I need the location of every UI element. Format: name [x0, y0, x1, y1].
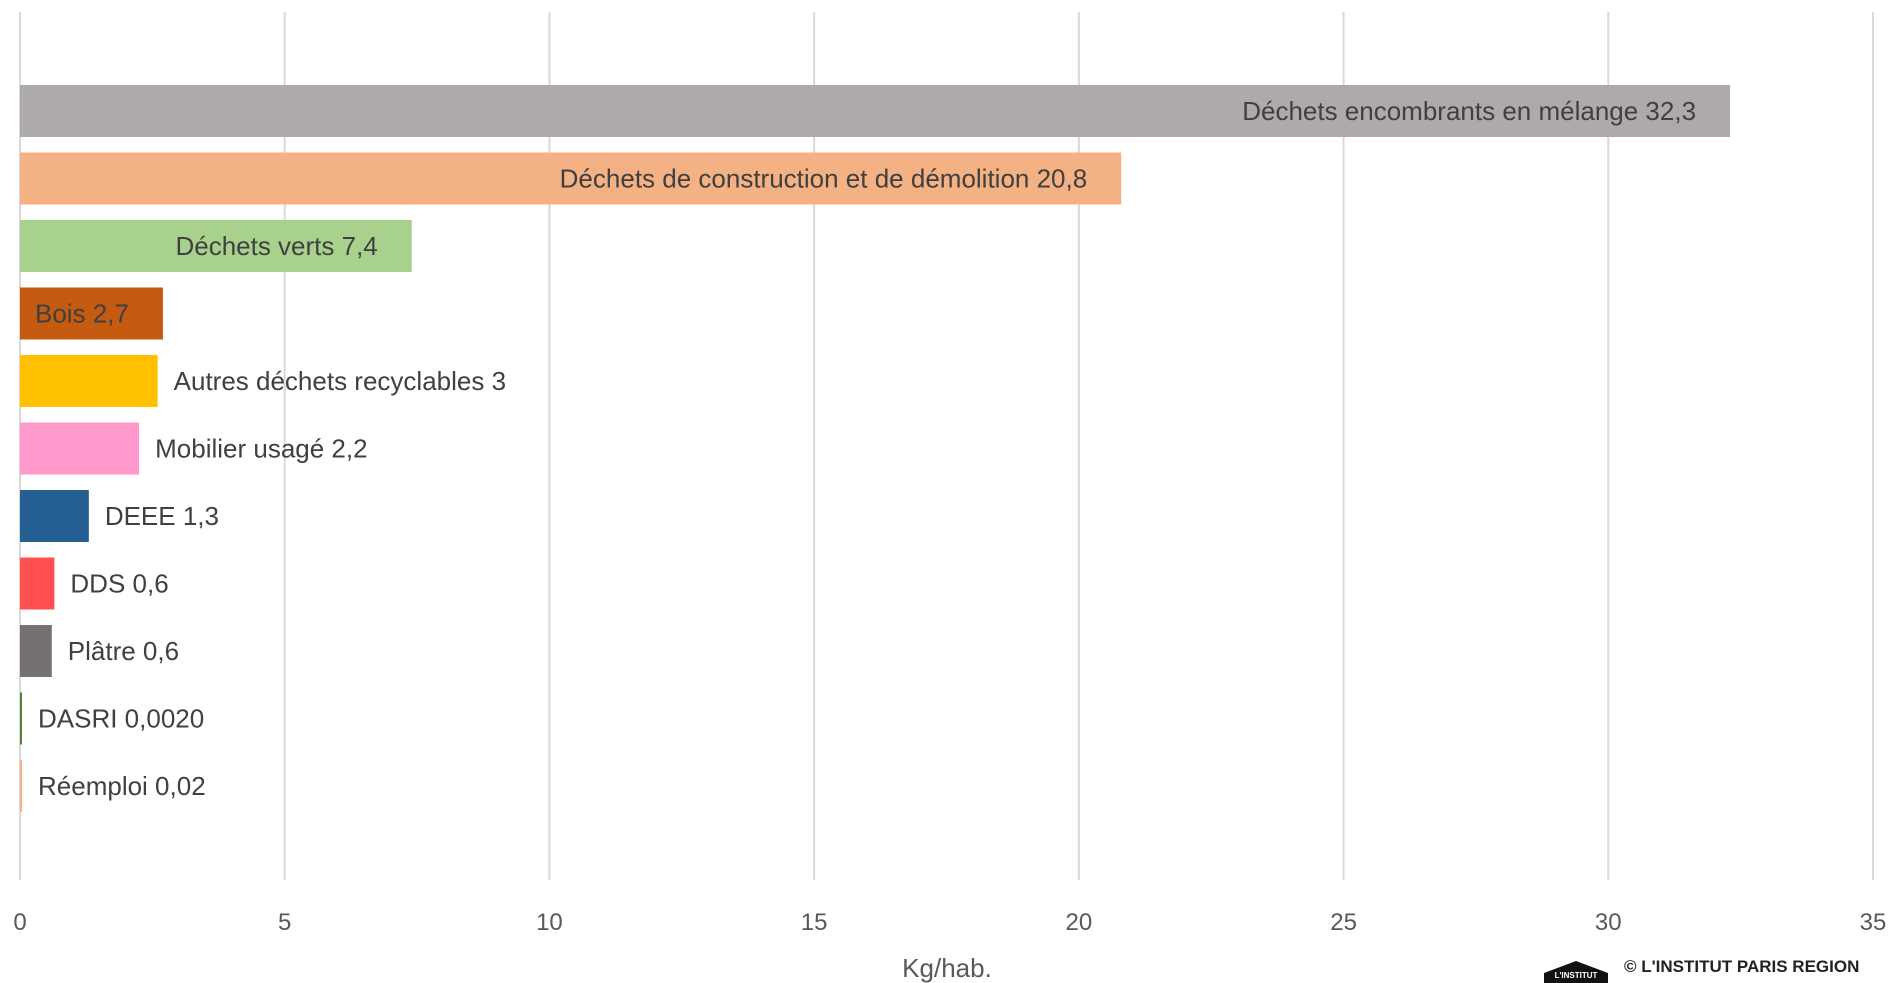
x-tick-label: 5	[278, 909, 291, 936]
bar	[20, 760, 22, 812]
credit: L'INSTITUT © L'INSTITUT PARIS REGION	[1540, 955, 1890, 983]
bar	[20, 85, 1731, 137]
bar	[20, 355, 158, 407]
bar-label: Réemploi 0,02	[38, 771, 206, 801]
x-axis-title: Kg/hab.	[902, 953, 992, 983]
x-tick-labels: 0 5 10 15 20 25 30 35	[13, 909, 1886, 936]
bar-label: Bois 2,7	[35, 299, 129, 329]
bar-label: DDS 0,6	[70, 569, 168, 599]
bar	[20, 625, 52, 677]
bar	[20, 422, 140, 475]
x-tick-label: 0	[13, 909, 26, 936]
x-tick-label: 10	[536, 909, 563, 936]
bar-label: Déchets encombrants en mélange 32,3	[1242, 96, 1696, 126]
bar	[20, 557, 55, 610]
bar	[20, 287, 163, 340]
x-tick-label: 30	[1595, 909, 1622, 936]
logo-text: L'INSTITUT	[1554, 971, 1598, 980]
bars	[20, 85, 1731, 812]
bar-label: Déchets verts 7,4	[175, 231, 377, 261]
x-tick-label: 25	[1330, 909, 1357, 936]
bar	[20, 220, 412, 272]
bar-label: DEEE 1,3	[105, 501, 219, 531]
credit-text: © L'INSTITUT PARIS REGION	[1624, 957, 1860, 976]
bar-label: DASRI 0,0020	[38, 704, 204, 734]
x-tick-label: 35	[1860, 909, 1887, 936]
x-tick-label: 20	[1066, 909, 1093, 936]
bar	[20, 152, 1122, 205]
bar-label: Plâtre 0,6	[68, 636, 179, 666]
bar-labels: Déchets encombrants en mélange 32,3 Déche…	[35, 96, 1696, 801]
institut-logo: L'INSTITUT	[1544, 961, 1608, 983]
bar	[20, 490, 89, 542]
bar-label: Autres déchets recyclables 3	[174, 366, 506, 396]
bar-label: Déchets de construction et de démolition…	[560, 164, 1088, 194]
x-tick-label: 15	[801, 909, 828, 936]
bar-label: Mobilier usagé 2,2	[155, 434, 367, 464]
bar	[20, 692, 22, 745]
